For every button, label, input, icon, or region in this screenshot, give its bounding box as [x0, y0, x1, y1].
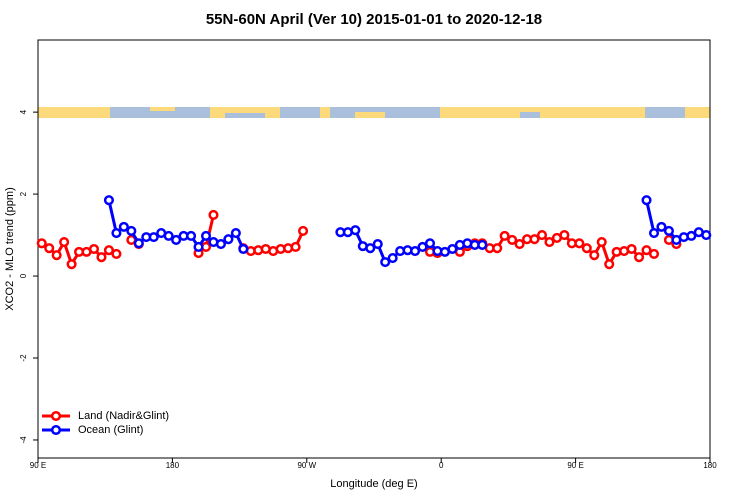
- legend-label: Ocean (Glint): [78, 424, 143, 436]
- plot-frame: [37, 39, 711, 459]
- x-tick-label: 90 W: [297, 461, 316, 470]
- data-point: [447, 243, 458, 255]
- data-point: [200, 230, 212, 241]
- data-point: [171, 234, 182, 246]
- data-point: [581, 243, 592, 254]
- data-point: [529, 234, 540, 245]
- data-point: [380, 257, 391, 268]
- data-point: [410, 245, 421, 257]
- data-point: [111, 248, 122, 259]
- data-point: [186, 230, 197, 241]
- data-point: [477, 239, 488, 250]
- y-tick-label: 0: [19, 273, 28, 278]
- map-strip: [38, 107, 710, 118]
- data-point: [148, 232, 159, 243]
- data-point: [193, 241, 204, 253]
- y-tick-label: -4: [19, 436, 28, 444]
- data-point: [223, 234, 234, 245]
- data-point: [365, 243, 376, 254]
- data-point: [499, 230, 510, 241]
- data-point: [103, 245, 114, 256]
- map-water: [645, 107, 685, 118]
- data-point: [66, 259, 77, 270]
- y-tick-label: 4: [19, 109, 28, 114]
- data-point: [604, 259, 615, 270]
- data-point: [559, 230, 570, 241]
- data-point: [589, 250, 600, 261]
- x-axis-label: Longitude (deg E): [330, 478, 417, 490]
- map-water: [110, 107, 150, 118]
- data-point: [103, 195, 114, 206]
- map-water: [225, 113, 265, 118]
- y-tick-label: -2: [19, 354, 28, 362]
- data-point: [133, 238, 144, 249]
- data-point: [544, 236, 555, 248]
- chart-title: 55N-60N April (Ver 10) 2015-01-01 to 202…: [206, 11, 542, 28]
- data-point: [648, 227, 660, 239]
- data-point: [492, 243, 503, 254]
- x-tick-label: 90 E: [567, 461, 583, 470]
- data-point: [298, 225, 309, 237]
- y-tick-label: 2: [19, 191, 28, 196]
- data-point: [387, 252, 398, 264]
- data-point: [626, 243, 637, 255]
- data-point: [514, 239, 525, 250]
- data-point: [641, 195, 652, 206]
- map-water: [330, 107, 355, 118]
- data-point: [59, 236, 70, 248]
- data-point: [648, 248, 660, 259]
- data-point: [290, 241, 301, 253]
- data-point: [88, 243, 100, 255]
- data-point: [701, 230, 712, 241]
- data-point: [96, 252, 107, 263]
- data-point: [663, 225, 674, 237]
- map-water: [385, 107, 440, 118]
- data-point: [215, 239, 226, 250]
- map-water: [355, 107, 385, 112]
- data-point: [111, 227, 122, 239]
- data-point: [641, 245, 652, 256]
- x-tick-label: 180: [166, 461, 180, 470]
- data-point: [208, 209, 219, 221]
- data-point: [634, 252, 645, 263]
- data-point: [44, 243, 55, 254]
- data-point: [574, 238, 585, 249]
- data-point: [596, 236, 607, 248]
- x-tick-label: 0: [439, 461, 444, 470]
- data-point: [126, 225, 137, 237]
- y-axis-label: XCO2 - MLO trend (ppm): [4, 187, 16, 310]
- map-land: [38, 107, 710, 118]
- data-point: [118, 221, 129, 232]
- data-point: [656, 221, 667, 232]
- data-point: [507, 234, 518, 246]
- data-point: [350, 225, 361, 236]
- data-point: [686, 230, 697, 241]
- x-tick-label: 90 E: [30, 461, 46, 470]
- data-point: [163, 230, 174, 241]
- data-point: [36, 238, 47, 249]
- data-point: [424, 238, 436, 249]
- legend-marker: [50, 410, 62, 422]
- data-point: [536, 230, 548, 241]
- data-point: [51, 250, 62, 261]
- data-point: [417, 241, 428, 253]
- map-water: [280, 107, 320, 118]
- map-water: [175, 107, 210, 118]
- map-water: [150, 111, 175, 118]
- data-point: [372, 239, 383, 250]
- legend-marker: [50, 424, 62, 436]
- x-tick-label: 180: [703, 461, 717, 470]
- map-water: [520, 112, 540, 118]
- data-point: [230, 227, 241, 239]
- legend-label: Land (Nadir&Glint): [78, 410, 169, 422]
- data-point: [238, 243, 249, 255]
